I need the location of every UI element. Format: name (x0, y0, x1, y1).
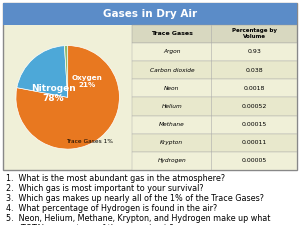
Text: 0.038: 0.038 (245, 68, 263, 73)
FancyBboxPatch shape (132, 79, 297, 97)
Text: 5.  Neon, Helium, Methane, Krypton, and Hydrogen make up what
      TOTAL percen: 5. Neon, Helium, Methane, Krypton, and H… (6, 214, 270, 225)
Text: 0.00011: 0.00011 (242, 140, 267, 145)
Text: 4.  What percentage of Hydrogen is found in the air?: 4. What percentage of Hydrogen is found … (6, 204, 217, 213)
FancyBboxPatch shape (3, 3, 297, 170)
FancyBboxPatch shape (3, 3, 297, 25)
Text: Helium: Helium (161, 104, 182, 109)
Text: 0.0018: 0.0018 (244, 86, 265, 91)
Text: Neon: Neon (164, 86, 180, 91)
Wedge shape (17, 46, 68, 97)
Text: Carbon dioxide: Carbon dioxide (150, 68, 194, 73)
FancyBboxPatch shape (132, 25, 297, 43)
Text: Gases in Dry Air: Gases in Dry Air (103, 9, 197, 19)
FancyBboxPatch shape (132, 115, 297, 134)
Text: 0.00052: 0.00052 (242, 104, 267, 109)
Text: Methane: Methane (159, 122, 185, 127)
Text: 0.00015: 0.00015 (242, 122, 267, 127)
FancyBboxPatch shape (132, 134, 297, 152)
Text: Argon: Argon (163, 50, 181, 54)
Text: Krypton: Krypton (160, 140, 183, 145)
Text: 1.  What is the most abundant gas in the atmosphere?: 1. What is the most abundant gas in the … (6, 174, 225, 183)
Text: 0.93: 0.93 (247, 50, 261, 54)
FancyBboxPatch shape (132, 97, 297, 115)
Text: 0.00005: 0.00005 (242, 158, 267, 163)
Text: Oxygen
21%: Oxygen 21% (72, 75, 103, 88)
Text: 2.  Which gas is most important to your survival?: 2. Which gas is most important to your s… (6, 184, 204, 193)
FancyBboxPatch shape (132, 61, 297, 79)
FancyBboxPatch shape (132, 152, 297, 170)
Text: Percentage by
Volume: Percentage by Volume (232, 28, 277, 39)
Text: Nitrogen
78%: Nitrogen 78% (31, 83, 76, 103)
Text: Trace Gases: Trace Gases (151, 31, 193, 36)
Text: 3.  Which gas makes up nearly all of the 1% of the Trace Gases?: 3. Which gas makes up nearly all of the … (6, 194, 264, 203)
Text: Trace Gases 1%: Trace Gases 1% (66, 139, 113, 144)
FancyBboxPatch shape (132, 43, 297, 61)
Wedge shape (64, 46, 68, 97)
Text: Hydrogen: Hydrogen (158, 158, 186, 163)
Wedge shape (16, 46, 119, 149)
